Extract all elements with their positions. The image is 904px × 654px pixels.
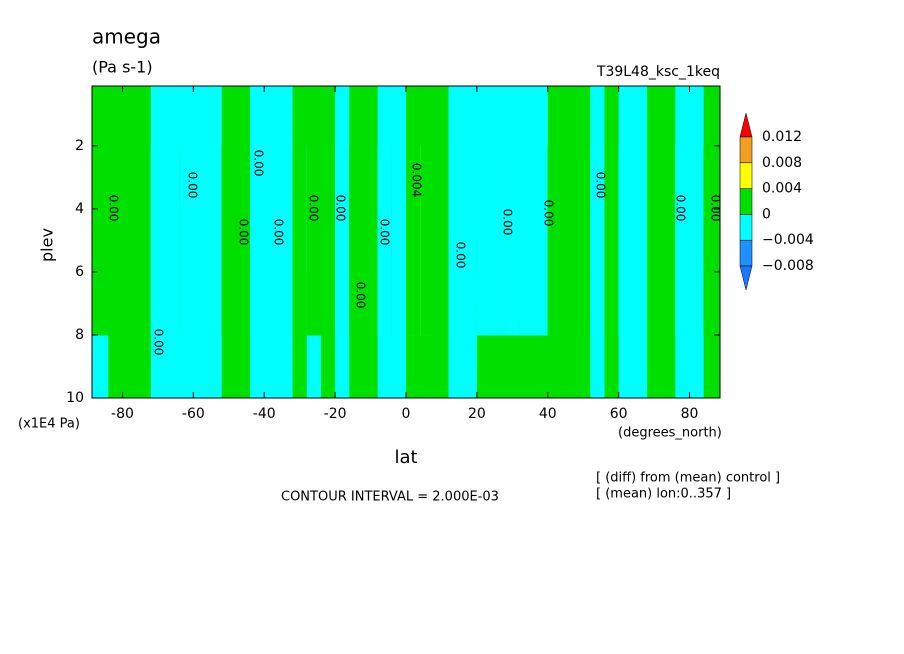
contour-cell bbox=[462, 86, 478, 336]
x-unit-label: (degrees_north) bbox=[618, 426, 722, 441]
contour-cell bbox=[561, 86, 577, 336]
colorbar-segment bbox=[739, 136, 753, 164]
contour-cell bbox=[406, 86, 421, 336]
contour-label: 0.00 bbox=[107, 195, 121, 222]
contour-cell bbox=[519, 86, 535, 336]
contour-label: 0.00 bbox=[272, 219, 286, 246]
contour-cell bbox=[590, 86, 605, 336]
contour-cell bbox=[306, 86, 322, 336]
colorbar-segment bbox=[739, 214, 753, 241]
contour-cell bbox=[434, 86, 450, 336]
contour-label: 0.00 bbox=[542, 200, 556, 227]
contour-label: 0.00 bbox=[454, 242, 468, 269]
contour-label: 0.00 bbox=[378, 219, 392, 246]
colorbar-label: −0.008 bbox=[762, 258, 814, 274]
contour-cell bbox=[689, 86, 705, 336]
contour-cell bbox=[632, 86, 648, 336]
contour-label: 0.00 bbox=[334, 195, 348, 222]
contour-cell bbox=[221, 86, 237, 336]
contour-label: 0.00 bbox=[152, 329, 166, 356]
x-tick-label: 0 bbox=[402, 406, 411, 422]
contour-cell bbox=[122, 86, 138, 336]
x-tick-label: 40 bbox=[539, 406, 557, 422]
contour-cell bbox=[420, 86, 435, 336]
contour-cell bbox=[675, 86, 691, 336]
x-tick-label: -40 bbox=[253, 406, 276, 422]
contour-label: 0.00 bbox=[354, 282, 368, 309]
x-tick-label: -60 bbox=[182, 406, 205, 422]
contour-cell bbox=[292, 86, 308, 336]
contour-cell bbox=[618, 86, 634, 336]
x-tick-label: -80 bbox=[111, 406, 134, 422]
y-axis-label: plev bbox=[38, 228, 57, 262]
contour-interval: CONTOUR INTERVAL = 2.000E-03 bbox=[281, 490, 499, 505]
y-unit-label: (x1E4 Pa) bbox=[18, 417, 80, 432]
x-axis-label: lat bbox=[394, 447, 417, 468]
contour-cell bbox=[491, 86, 506, 336]
contour-label: 0.00 bbox=[709, 195, 723, 222]
contour-label: 0.00 bbox=[186, 172, 200, 199]
run-label: T39L48_ksc_1keq bbox=[596, 64, 720, 80]
x-tick-label: 20 bbox=[468, 406, 486, 422]
contour-cell bbox=[108, 86, 123, 336]
contour-cell bbox=[476, 86, 492, 336]
contour-cell bbox=[335, 86, 350, 336]
contour-cell bbox=[448, 86, 464, 336]
contour-cell bbox=[207, 86, 223, 336]
colorbar-triangle bbox=[739, 265, 753, 291]
contour-cell bbox=[604, 86, 620, 336]
x-tick-label: -20 bbox=[324, 406, 347, 422]
contour-cell bbox=[703, 86, 721, 336]
contour-cell bbox=[391, 86, 407, 336]
contour-label: 0.00 bbox=[674, 195, 688, 222]
contour-label: 0.00 bbox=[252, 150, 266, 177]
contour-cell bbox=[363, 86, 379, 336]
chart-subtitle: (Pa s-1) bbox=[92, 58, 153, 77]
colorbar-segment bbox=[739, 162, 753, 189]
colorbar-segment bbox=[739, 239, 753, 267]
x-tick-label: 60 bbox=[610, 406, 628, 422]
contour-cell bbox=[278, 86, 294, 336]
note: [ (mean) lon:0..357 ] bbox=[596, 487, 731, 502]
colorbar-segment bbox=[739, 188, 753, 215]
contour-cell bbox=[349, 86, 364, 336]
contour-cell bbox=[533, 86, 549, 336]
x-tick-label: 80 bbox=[681, 406, 699, 422]
contour-label: 0.00 bbox=[594, 172, 608, 199]
contour-cell bbox=[92, 86, 109, 336]
contour-cell bbox=[547, 86, 563, 336]
y-tick-label: 6 bbox=[75, 264, 84, 280]
contour-cell bbox=[505, 86, 520, 336]
colorbar-label: 0.008 bbox=[762, 155, 802, 171]
contour-cell bbox=[179, 86, 194, 336]
chart-title: amega bbox=[92, 25, 161, 49]
contour-cell bbox=[377, 86, 393, 336]
contour-cell bbox=[235, 86, 251, 336]
y-tick-label: 8 bbox=[75, 327, 84, 343]
contour-cell bbox=[193, 86, 209, 336]
colorbar-label: 0.012 bbox=[762, 129, 802, 145]
contour-cell bbox=[165, 86, 180, 336]
contour-cell bbox=[646, 86, 662, 336]
contour-label: 0.00 bbox=[237, 219, 251, 246]
note: [ (diff) from (mean) control ] bbox=[596, 471, 780, 486]
colorbar-label: 0 bbox=[762, 206, 771, 222]
y-tick-label: 4 bbox=[75, 201, 84, 217]
contour-cell bbox=[136, 86, 152, 336]
contour-label: 0.004 bbox=[410, 163, 424, 197]
contour-cell bbox=[264, 86, 279, 336]
colorbar-label: −0.004 bbox=[762, 232, 814, 248]
colorbar-label: 0.004 bbox=[762, 181, 802, 197]
contour-label: 0.00 bbox=[501, 209, 515, 236]
y-tick-label: 10 bbox=[66, 390, 84, 406]
colorbar-triangle bbox=[739, 112, 753, 138]
contour-cell bbox=[320, 86, 336, 336]
contour-cell bbox=[661, 86, 676, 336]
contour-cell bbox=[250, 86, 265, 336]
contour-label: 0.00 bbox=[307, 195, 321, 222]
contour-cell bbox=[150, 86, 166, 336]
y-tick-label: 2 bbox=[75, 138, 84, 154]
contour-cell bbox=[576, 86, 591, 336]
